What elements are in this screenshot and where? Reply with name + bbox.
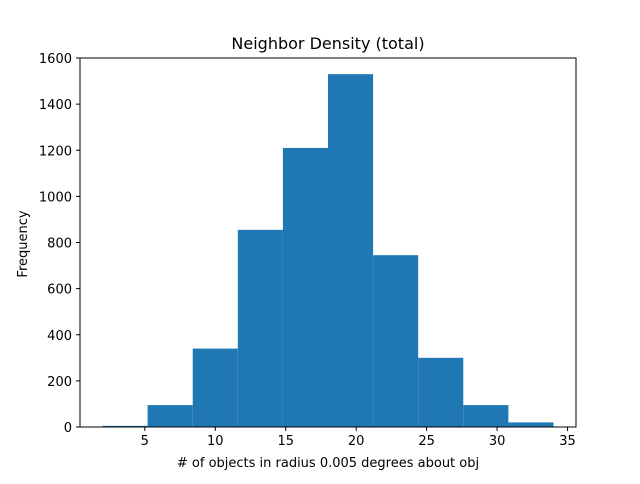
y-tick-label: 1600	[39, 52, 72, 67]
y-tick-label: 1000	[39, 190, 72, 205]
x-tick-label: 30	[489, 434, 506, 449]
x-tick-label: 20	[348, 434, 365, 449]
y-tick-label: 400	[47, 329, 72, 344]
x-tick-label: 5	[141, 434, 149, 449]
x-tick-label: 25	[418, 434, 435, 449]
y-tick-label: 200	[47, 375, 72, 390]
histogram-bar-1	[102, 425, 148, 427]
histogram-bar-4	[237, 229, 283, 427]
x-tick-label: 15	[277, 434, 294, 449]
histogram-bar-8	[418, 357, 464, 427]
x-axis: 5 10 15 20 25 30 35	[141, 427, 576, 449]
x-tick-label: 35	[559, 434, 576, 449]
plot-frame	[79, 57, 577, 428]
bars-group	[102, 74, 554, 428]
histogram-bar-6	[328, 74, 374, 428]
histogram-bar-5	[282, 147, 328, 427]
histogram-bar-2	[147, 405, 193, 427]
histogram-bar-10	[508, 422, 554, 427]
chart-title: Neighbor Density (total)	[231, 34, 424, 53]
y-tick-label: 0	[64, 421, 72, 436]
y-tick-label: 800	[47, 237, 72, 252]
histogram-bar-9	[463, 405, 509, 427]
x-axis-label: # of objects in radius 0.005 degrees abo…	[177, 456, 479, 471]
y-axis: 0 200 400 600 800 1000 1200 1400 1600	[39, 52, 80, 436]
histogram-bar-3	[192, 348, 238, 427]
y-tick-label: 1200	[39, 144, 72, 159]
y-axis-label: Frequency	[16, 210, 31, 277]
histogram-bar-7	[373, 255, 419, 427]
y-tick-label: 1400	[39, 98, 72, 113]
x-tick-label: 10	[207, 434, 224, 449]
y-tick-label: 600	[47, 283, 72, 298]
